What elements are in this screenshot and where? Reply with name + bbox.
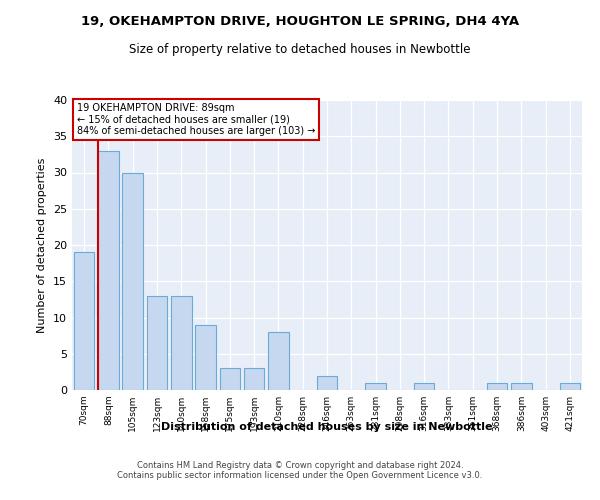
Bar (98, 151, 119, 390)
Text: 19 OKEHAMPTON DRIVE: 89sqm
← 15% of detached houses are smaller (19)
84% of semi: 19 OKEHAMPTON DRIVE: 89sqm ← 15% of deta… (77, 103, 316, 136)
Bar (414, 383, 434, 390)
Bar (365, 383, 386, 390)
Text: 19, OKEHAMPTON DRIVE, HOUGHTON LE SPRING, DH4 4YA: 19, OKEHAMPTON DRIVE, HOUGHTON LE SPRING… (81, 15, 519, 28)
Bar (220, 368, 240, 390)
Bar (122, 172, 143, 390)
Text: Size of property relative to detached houses in Newbottle: Size of property relative to detached ho… (129, 42, 471, 56)
Text: Distribution of detached houses by size in Newbottle: Distribution of detached houses by size … (161, 422, 493, 432)
Bar (74, 252, 94, 390)
Bar (171, 296, 191, 390)
Bar (560, 383, 580, 390)
Bar (146, 296, 167, 390)
Bar (511, 383, 532, 390)
Y-axis label: Number of detached properties: Number of detached properties (37, 158, 47, 332)
Bar (317, 376, 337, 390)
Bar (268, 332, 289, 390)
Text: Contains HM Land Registry data © Crown copyright and database right 2024.
Contai: Contains HM Land Registry data © Crown c… (118, 460, 482, 480)
Bar (195, 325, 216, 390)
Bar (487, 383, 508, 390)
Bar (244, 368, 265, 390)
